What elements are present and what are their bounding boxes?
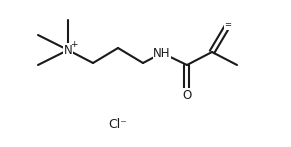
Text: +: + xyxy=(70,40,78,49)
Text: Cl⁻: Cl⁻ xyxy=(109,118,127,132)
Text: O: O xyxy=(182,88,192,101)
Text: =: = xyxy=(224,20,232,30)
Text: NH: NH xyxy=(153,46,171,60)
Text: N: N xyxy=(64,44,72,56)
